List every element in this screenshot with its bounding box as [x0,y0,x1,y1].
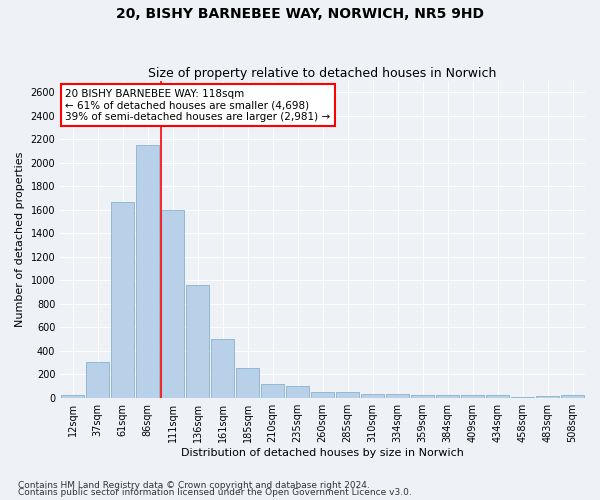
Text: Contains public sector information licensed under the Open Government Licence v3: Contains public sector information licen… [18,488,412,497]
Text: 20, BISHY BARNEBEE WAY, NORWICH, NR5 9HD: 20, BISHY BARNEBEE WAY, NORWICH, NR5 9HD [116,8,484,22]
Bar [361,394,384,398]
Bar [486,395,509,398]
Bar [211,339,234,398]
Bar [536,396,559,398]
Text: 20 BISHY BARNEBEE WAY: 118sqm
← 61% of detached houses are smaller (4,698)
39% o: 20 BISHY BARNEBEE WAY: 118sqm ← 61% of d… [65,88,331,122]
X-axis label: Distribution of detached houses by size in Norwich: Distribution of detached houses by size … [181,448,464,458]
Bar [187,285,209,398]
Bar [61,395,84,398]
Bar [412,396,434,398]
Bar [236,368,259,398]
Bar [161,210,184,398]
Bar [136,145,159,398]
Bar [436,395,459,398]
Bar [112,202,134,398]
Bar [561,395,584,398]
Bar [386,394,409,398]
Y-axis label: Number of detached properties: Number of detached properties [15,152,25,327]
Bar [262,384,284,398]
Title: Size of property relative to detached houses in Norwich: Size of property relative to detached ho… [148,66,497,80]
Bar [511,397,534,398]
Bar [311,392,334,398]
Text: Contains HM Land Registry data © Crown copyright and database right 2024.: Contains HM Land Registry data © Crown c… [18,480,370,490]
Bar [86,362,109,398]
Bar [461,396,484,398]
Bar [286,386,309,398]
Bar [337,392,359,398]
